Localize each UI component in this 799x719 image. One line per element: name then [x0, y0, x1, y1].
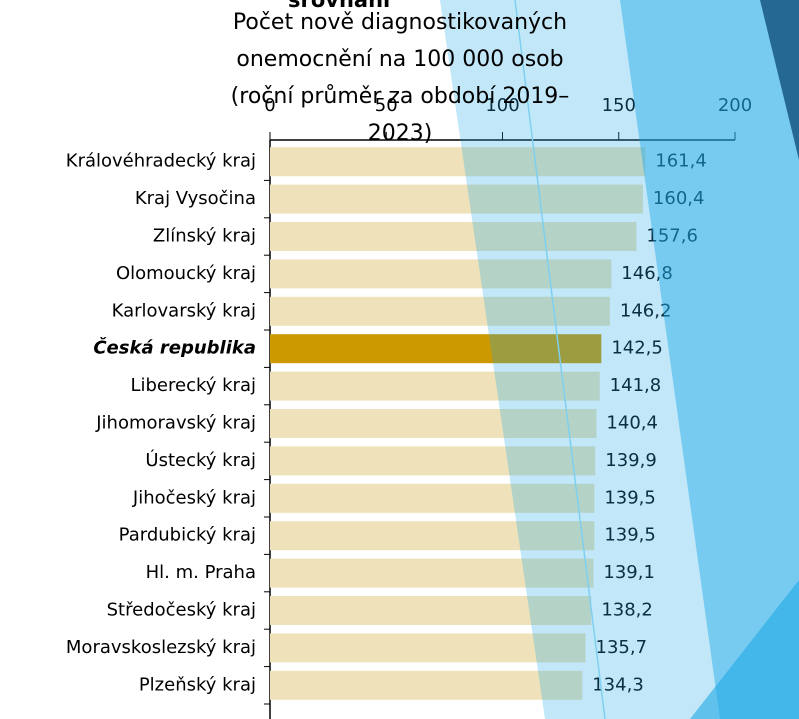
y-tick-label: Hl. m. Praha: [146, 562, 256, 583]
y-tick-label: Královéhradecký kraj: [66, 151, 256, 172]
bar: [270, 334, 601, 363]
y-tick-label: Liberecký kraj: [130, 375, 256, 396]
value-label: 139,9: [605, 450, 657, 471]
y-tick-label: Jihočeský kraj: [132, 487, 256, 508]
x-tick-label: 200: [718, 95, 752, 116]
value-label: 139,5: [604, 525, 656, 546]
value-label: 139,1: [603, 562, 655, 583]
bar: [270, 185, 643, 214]
value-label: 146,2: [620, 300, 672, 321]
value-label: 139,5: [604, 487, 656, 508]
value-label: 134,3: [592, 674, 644, 695]
value-label: 140,4: [606, 413, 658, 434]
bar: [270, 671, 582, 700]
y-tick-label: Ústecký kraj: [145, 449, 256, 471]
y-tick-label: Pardubický kraj: [119, 525, 256, 546]
bar: [270, 222, 636, 251]
value-label: 157,6: [646, 226, 698, 247]
bar: [270, 521, 594, 550]
bar: [270, 484, 594, 513]
y-tick-label: Česká republika: [93, 337, 256, 359]
bar: [270, 596, 591, 625]
y-tick-label: Moravskoslezský kraj: [66, 637, 256, 658]
x-tick-label: 150: [602, 95, 636, 116]
value-label: 161,4: [655, 151, 707, 172]
y-tick-label: Karlovarský kraj: [112, 300, 256, 321]
x-axis-title: Počet nově diagnostikovaných onemocnění …: [205, 4, 595, 152]
y-tick-label: Zlínský kraj: [153, 226, 256, 247]
value-label: 160,4: [653, 188, 705, 209]
value-label: 138,2: [601, 600, 653, 621]
bar: [270, 409, 596, 438]
y-tick-label: Olomoucký kraj: [116, 263, 256, 284]
bar: [270, 297, 610, 326]
bar: [270, 559, 593, 588]
page: 050100150200Královéhradecký kraj161,4Kra…: [0, 0, 799, 719]
bar: [270, 372, 600, 401]
y-tick-label: Plzeňský kraj: [139, 674, 256, 695]
value-label: 146,8: [621, 263, 673, 284]
value-label: 141,8: [610, 375, 662, 396]
y-tick-label: Jihomoravský kraj: [95, 413, 256, 434]
y-tick-label: Středočeský kraj: [107, 600, 256, 621]
bar: [270, 633, 586, 662]
bar: [270, 446, 595, 475]
y-tick-label: Kraj Vysočina: [135, 188, 256, 209]
value-label: 135,7: [596, 637, 648, 658]
value-label: 142,5: [611, 338, 663, 359]
bar: [270, 259, 611, 288]
